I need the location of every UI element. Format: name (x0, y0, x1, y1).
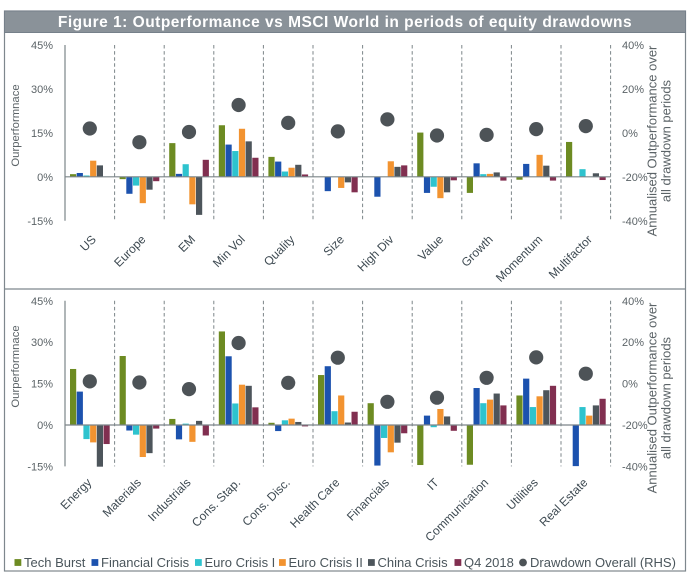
svg-text:-20%: -20% (622, 172, 648, 184)
svg-text:0%: 0% (622, 128, 638, 140)
svg-text:Euro Crisis I: Euro Crisis I (205, 555, 276, 570)
svg-text:0%: 0% (37, 172, 53, 184)
svg-text:-15%: -15% (27, 216, 53, 228)
svg-text:Annualised Outperformance over: Annualised Outperformance over (645, 302, 660, 493)
svg-text:0%: 0% (37, 420, 53, 432)
svg-text:-20%: -20% (622, 420, 648, 432)
svg-text:-40%: -40% (622, 461, 648, 473)
svg-text:Ourperformnace: Ourperformnace (10, 325, 22, 407)
svg-text:Drawdown Overall (RHS): Drawdown Overall (RHS) (530, 555, 676, 570)
svg-text:Financial Crisis: Financial Crisis (101, 555, 190, 570)
svg-text:15%: 15% (31, 379, 53, 391)
svg-text:all drawdown periods: all drawdown periods (659, 336, 674, 459)
svg-text:Tech Burst: Tech Burst (24, 555, 86, 570)
svg-text:all drawdown periods: all drawdown periods (659, 79, 674, 202)
svg-text:Ourperformnace: Ourperformnace (10, 84, 22, 166)
svg-text:15%: 15% (31, 128, 53, 140)
svg-text:Euro Crisis II: Euro Crisis II (289, 555, 363, 570)
svg-text:-40%: -40% (622, 216, 648, 228)
svg-text:45%: 45% (31, 296, 53, 308)
svg-text:Annualised Outperformance over: Annualised Outperformance over (645, 45, 660, 236)
svg-text:Figure 1: Outperformance vs MS: Figure 1: Outperformance vs MSCI World i… (58, 14, 632, 31)
svg-text:0%: 0% (622, 379, 638, 391)
svg-text:30%: 30% (31, 84, 53, 96)
svg-text:China Crisis: China Crisis (378, 555, 449, 570)
svg-text:-15%: -15% (27, 461, 53, 473)
svg-text:20%: 20% (622, 337, 644, 349)
svg-text:20%: 20% (622, 84, 644, 96)
svg-text:Q4 2018: Q4 2018 (464, 555, 514, 570)
svg-text:30%: 30% (31, 337, 53, 349)
svg-text:40%: 40% (622, 296, 644, 308)
svg-text:40%: 40% (622, 40, 644, 52)
svg-text:45%: 45% (31, 40, 53, 52)
